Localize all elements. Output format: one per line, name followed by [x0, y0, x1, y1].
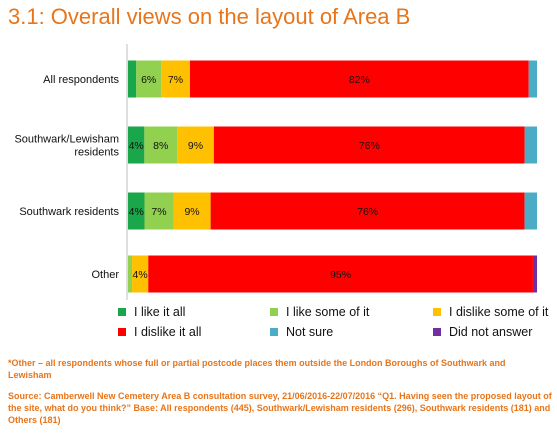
data-label: 95%: [330, 269, 351, 281]
category-label: Southwark/Lewisham residents: [14, 134, 119, 159]
legend-item: Did not answer: [433, 325, 532, 339]
legend-item: I like some of it: [270, 305, 369, 319]
legend-swatch: [270, 328, 278, 336]
bar-segment: [528, 60, 537, 98]
legend-swatch: [118, 328, 126, 336]
data-label: 4%: [129, 140, 144, 152]
legend-swatch: [118, 308, 126, 316]
legend-item: I dislike it all: [118, 325, 201, 339]
legend-swatch: [433, 328, 441, 336]
category-label: Other: [91, 269, 119, 281]
legend-item: I dislike some of it: [433, 305, 548, 319]
data-label: 7%: [151, 206, 166, 218]
legend: I like it all I like some of it I dislike …: [118, 305, 548, 345]
bar-segment: [128, 60, 137, 98]
data-label: 82%: [349, 74, 370, 86]
footnote: *Other – all respondents whose full or p…: [8, 358, 506, 380]
bar-segment: [189, 60, 529, 98]
bar-segment: [144, 192, 174, 230]
bar-segment: [213, 126, 525, 164]
bar-segment: [161, 60, 190, 98]
data-label: 9%: [184, 206, 199, 218]
chart-title: 3.1: Overall views on the layout of Area…: [8, 4, 411, 29]
bar-segment: [148, 255, 533, 293]
legend-swatch: [270, 308, 278, 316]
bar-segment: [524, 192, 537, 230]
legend-label: I dislike some of it: [449, 305, 549, 319]
bar-segment: [128, 192, 145, 230]
bar-segment: [177, 126, 214, 164]
data-label: 9%: [188, 140, 203, 152]
data-label: 6%: [141, 74, 156, 86]
data-label: 8%: [153, 140, 168, 152]
bar-segment: [173, 192, 211, 230]
bar-segment: [136, 60, 162, 98]
data-label: 7%: [168, 74, 183, 86]
source-note: Source: Camberwell New Cemetery Area B c…: [8, 391, 552, 425]
bar-segment: [144, 126, 178, 164]
data-label: 76%: [357, 206, 378, 218]
bar-segment: [128, 126, 145, 164]
data-label: 4%: [129, 206, 144, 218]
bar-segment: [524, 126, 537, 164]
legend-label: Not sure: [286, 325, 334, 339]
legend-label: I like it all: [134, 305, 186, 319]
category-label: All respondents: [43, 74, 119, 86]
stacked-bar-chart: All respondents 6% 7% 82% Southwark/Lewisham…: [14, 44, 537, 300]
legend-label: Did not answer: [449, 325, 533, 339]
bar-segment: [210, 192, 525, 230]
data-label: 76%: [359, 140, 380, 152]
bar-segment: [128, 255, 133, 293]
legend-item: I like it all: [118, 305, 185, 319]
bar-segment: [532, 255, 537, 293]
data-label: 4%: [133, 269, 148, 281]
bar-segment: [132, 255, 149, 293]
legend-swatch: [433, 308, 441, 316]
legend-item: Not sure: [270, 325, 333, 339]
legend-label: I dislike it all: [134, 325, 202, 339]
legend-label: I like some of it: [286, 305, 370, 319]
category-label: Southwark residents: [19, 206, 119, 218]
